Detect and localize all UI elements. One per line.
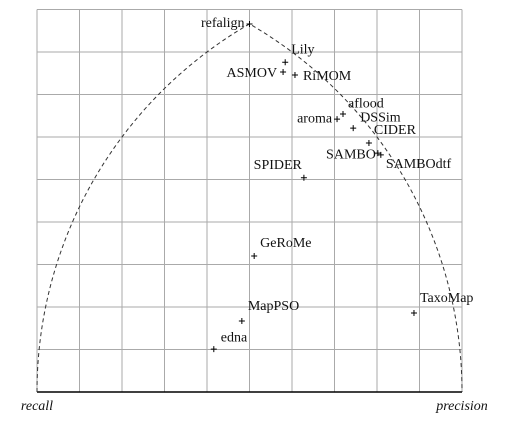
point — [410, 309, 417, 316]
point-label: aroma — [297, 111, 333, 126]
point — [350, 125, 357, 132]
point-label: GeRoMe — [260, 236, 311, 251]
point — [282, 59, 289, 66]
point-label: ASMOV — [226, 66, 277, 81]
point-label: SAMBO — [326, 147, 376, 162]
point — [251, 253, 258, 259]
point-label: edna — [221, 330, 248, 345]
point-label: SPIDER — [254, 158, 303, 173]
point-label: aflood — [348, 96, 384, 111]
point-label: TaxoMap — [420, 291, 473, 306]
point — [377, 151, 384, 158]
point-label: SAMBOdtf — [386, 157, 452, 172]
point — [334, 116, 341, 123]
point-label: MapPSO — [248, 299, 299, 314]
point — [291, 71, 298, 78]
precision-label: precision — [435, 399, 488, 414]
point-label: RiMOM — [303, 69, 352, 84]
point — [365, 139, 372, 146]
point-label: refalign — [201, 16, 245, 31]
point — [280, 68, 287, 75]
point — [300, 174, 307, 181]
point — [210, 346, 217, 353]
point-label: DSSim — [360, 110, 401, 125]
recall-label: recall — [21, 399, 53, 414]
point-label: CIDER — [374, 123, 417, 138]
point — [238, 318, 245, 325]
point — [340, 111, 346, 118]
point-label: Lily — [291, 42, 314, 57]
point — [246, 20, 253, 27]
